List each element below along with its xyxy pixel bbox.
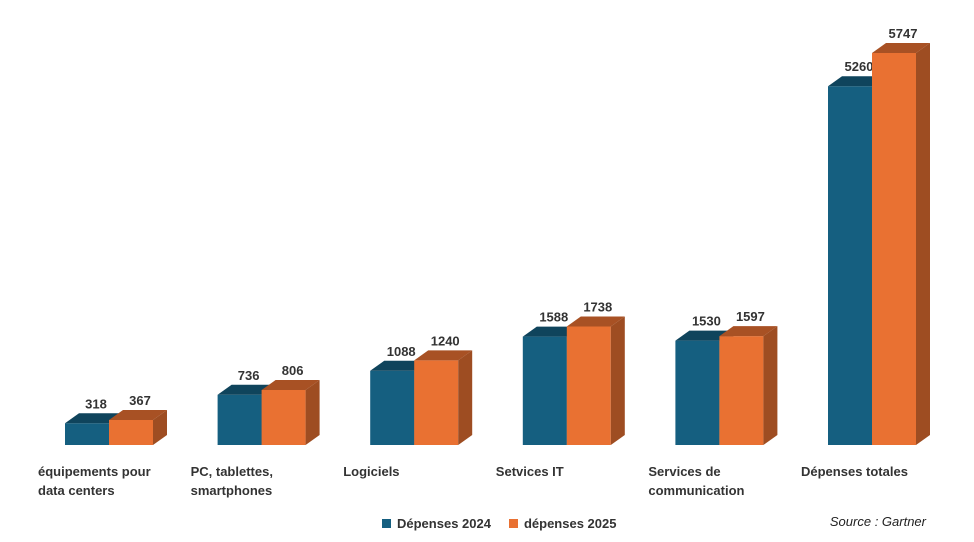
legend-swatch-2024 [382,519,391,528]
bar-side-2025-1 [305,380,320,445]
category-label-line: équipements pour [38,464,151,479]
bar-top-2024-0 [65,413,123,424]
value-label-2024-3: 1588 [539,310,568,325]
bar-side-2025-4 [763,326,778,445]
category-label-3: Setvices IT [496,462,564,481]
value-label-2025-0: 367 [129,393,151,408]
bar-2024-4 [675,340,720,445]
value-label-2024-2: 1088 [387,344,416,359]
bar-2024-1 [217,394,262,445]
bar-top-2024-4 [675,330,734,341]
bar-side-2025-2 [458,350,473,445]
legend-label-2024: Dépenses 2024 [397,516,491,531]
category-label-line: PC, tablettes, [190,464,273,479]
bar-top-2025-4 [719,326,778,337]
legend-swatch-2025 [508,519,518,528]
category-label-line: communication [648,483,745,498]
bar-side-2025-0 [153,409,167,445]
bar-side-2025-3 [610,316,625,445]
source-note: Source : Gartner [829,514,926,529]
bar-2024-3 [522,336,567,445]
bar-top-2025-2 [414,350,473,361]
bar-top-2024-1 [217,384,276,395]
value-label-2025-2: 1240 [431,333,460,348]
value-label-2025-3: 1738 [583,299,612,314]
bar-2025-5 [872,53,916,445]
category-label-4: Services de communication [648,462,744,500]
value-label-2024-4: 1530 [692,314,721,329]
category-label-line: Logiciels [343,464,400,479]
bar-2025-1 [261,390,306,445]
bar-2024-5 [828,86,872,446]
legend: Dépenses 2024 dépenses 2025 [382,516,616,531]
value-label-2025-5: 5747 [889,26,918,41]
category-label-line: data centers [38,483,115,498]
category-label-line: Services de [648,464,721,479]
bar-2024-0 [65,423,109,445]
value-label-2024-5: 5260 [845,59,874,74]
bar-top-2024-5 [828,76,886,87]
category-label-line: Setvices IT [495,464,564,479]
value-label-2024-0: 318 [85,396,107,411]
bar-top-2025-1 [261,380,320,391]
category-label-line: smartphones [190,483,273,498]
bar-2025-2 [414,360,459,445]
category-label-5: Dépenses totales [801,462,908,481]
bar-top-2024-2 [370,360,429,371]
legend-label-2025: dépenses 2025 [523,516,617,531]
value-label-2025-1: 806 [282,363,304,378]
legend-item-2025: dépenses 2025 [508,516,617,531]
category-label-line: Dépenses totales [801,464,908,479]
bar-top-2025-0 [109,409,167,420]
bar-2025-4 [719,336,764,445]
bar-top-2025-5 [872,43,930,53]
category-label-2: Logiciels [343,462,399,481]
bar-top-2024-3 [522,326,581,337]
bar-2025-3 [566,326,611,445]
bar-top-2025-3 [566,316,625,327]
category-label-1: PC, tablettes, smartphones [191,462,273,500]
value-label-2024-1: 736 [238,368,260,383]
value-label-2025-4: 1597 [736,309,765,324]
bar-2025-0 [109,419,153,445]
bar-side-2025-5 [916,43,930,445]
category-label-0: équipements pour data centers [38,462,151,500]
legend-item-2024: Dépenses 2024 [382,516,491,531]
bar-2024-2 [370,370,415,445]
